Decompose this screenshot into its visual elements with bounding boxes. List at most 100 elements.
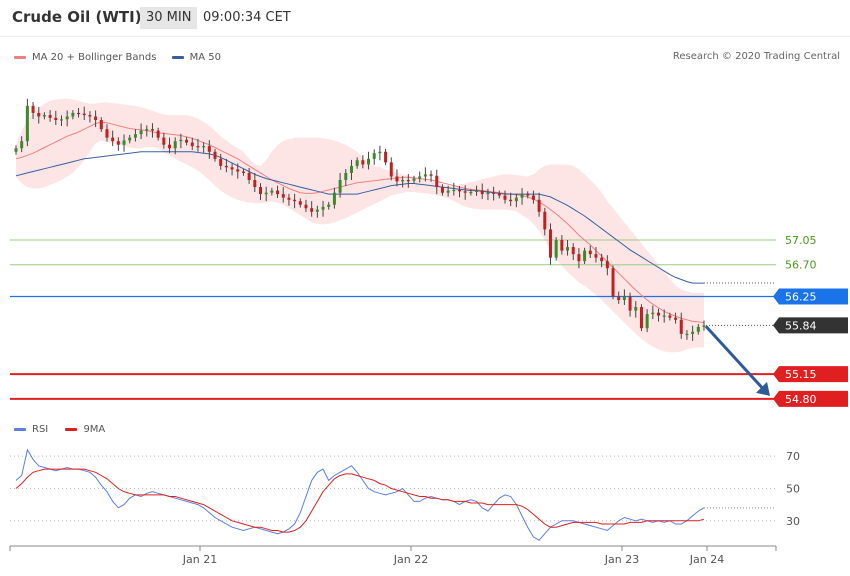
candle [486, 188, 490, 201]
last-price-tag [773, 317, 848, 334]
candle [469, 189, 473, 196]
candle-body [600, 257, 604, 262]
chart-header: Crude Oil (WTI) 30 MIN 09:00:34 CET [0, 0, 850, 37]
candle-body [310, 208, 314, 212]
candle [128, 134, 132, 144]
candle [520, 188, 524, 205]
candle [639, 304, 643, 332]
legend-swatch-rsi [14, 427, 26, 431]
candle-body [219, 158, 223, 166]
candle [105, 124, 109, 142]
candle [293, 193, 297, 209]
candle [622, 289, 626, 305]
ma20-line [15, 121, 705, 324]
candle [236, 163, 240, 179]
candle [31, 102, 35, 119]
timeframe-selector[interactable]: 30 MIN [140, 7, 198, 29]
rsi-tick-label: 50 [786, 482, 800, 495]
candle [531, 190, 535, 204]
candle [207, 140, 211, 159]
candle-body [486, 192, 490, 195]
candle [389, 157, 393, 181]
candle-body [25, 105, 29, 142]
candle-body [384, 151, 388, 163]
candle [514, 193, 518, 208]
candle [258, 183, 262, 201]
candle [583, 247, 587, 264]
candle [440, 184, 444, 196]
candle-body [361, 160, 365, 165]
candle-body [332, 192, 336, 205]
candle-body [59, 119, 63, 121]
candle-body [657, 312, 661, 316]
candle [423, 167, 427, 182]
candle-body [634, 307, 638, 311]
candle-body [406, 180, 410, 182]
candle [378, 145, 382, 161]
pivot-label-tag [773, 288, 848, 305]
candle [685, 330, 689, 340]
candle-body [497, 193, 501, 196]
candle-body [475, 190, 479, 192]
candle [418, 171, 422, 183]
candle-body [372, 153, 376, 159]
candle [702, 320, 706, 331]
candle-body [116, 141, 120, 145]
candle [99, 117, 103, 132]
candle-body [105, 129, 109, 138]
candle-body [537, 199, 541, 212]
candle [162, 132, 166, 149]
candle [577, 248, 581, 269]
candle [321, 200, 325, 217]
candle-body [31, 105, 35, 113]
candle-body [554, 240, 558, 258]
candle [241, 168, 245, 176]
candle-body [338, 180, 342, 193]
candle [634, 301, 638, 318]
candle [395, 169, 399, 187]
candle [82, 106, 86, 120]
candle [691, 325, 695, 341]
legend-item-9ma: 9MA [65, 424, 105, 435]
candle-body [270, 190, 274, 193]
candle [219, 153, 223, 170]
candle-body [378, 151, 382, 154]
candle-body [287, 197, 291, 200]
candle [401, 176, 405, 188]
candle-body [531, 195, 535, 200]
candle-body [111, 137, 115, 142]
candle-body [355, 160, 359, 166]
candle [327, 201, 331, 210]
candle [384, 148, 388, 166]
candle [560, 235, 564, 255]
candle [526, 191, 530, 199]
x-tick-label: Jan 24 [689, 553, 724, 566]
candle-body [526, 194, 530, 196]
candle-body [389, 162, 393, 177]
candle [224, 158, 228, 173]
x-tick-label: Jan 21 [182, 553, 217, 566]
candle-body [543, 211, 547, 230]
candle [116, 137, 120, 151]
candle-body [293, 199, 297, 202]
candle-body [469, 192, 473, 194]
candle [276, 185, 280, 198]
candle [657, 308, 661, 322]
candle-body [674, 317, 678, 320]
legend-swatch-ma50 [171, 55, 184, 59]
candle [111, 130, 115, 147]
candle-body [702, 325, 706, 327]
candle [310, 201, 314, 217]
candle [213, 148, 217, 162]
candle [674, 312, 678, 324]
candle-body [298, 201, 302, 205]
candle [94, 110, 98, 128]
candle-body [440, 187, 444, 193]
candle-body [429, 174, 433, 176]
candle [298, 198, 302, 208]
candle [458, 186, 462, 198]
candle-body [82, 113, 86, 116]
candle [651, 305, 655, 320]
candle-body [156, 130, 160, 138]
candle-body [662, 315, 666, 317]
